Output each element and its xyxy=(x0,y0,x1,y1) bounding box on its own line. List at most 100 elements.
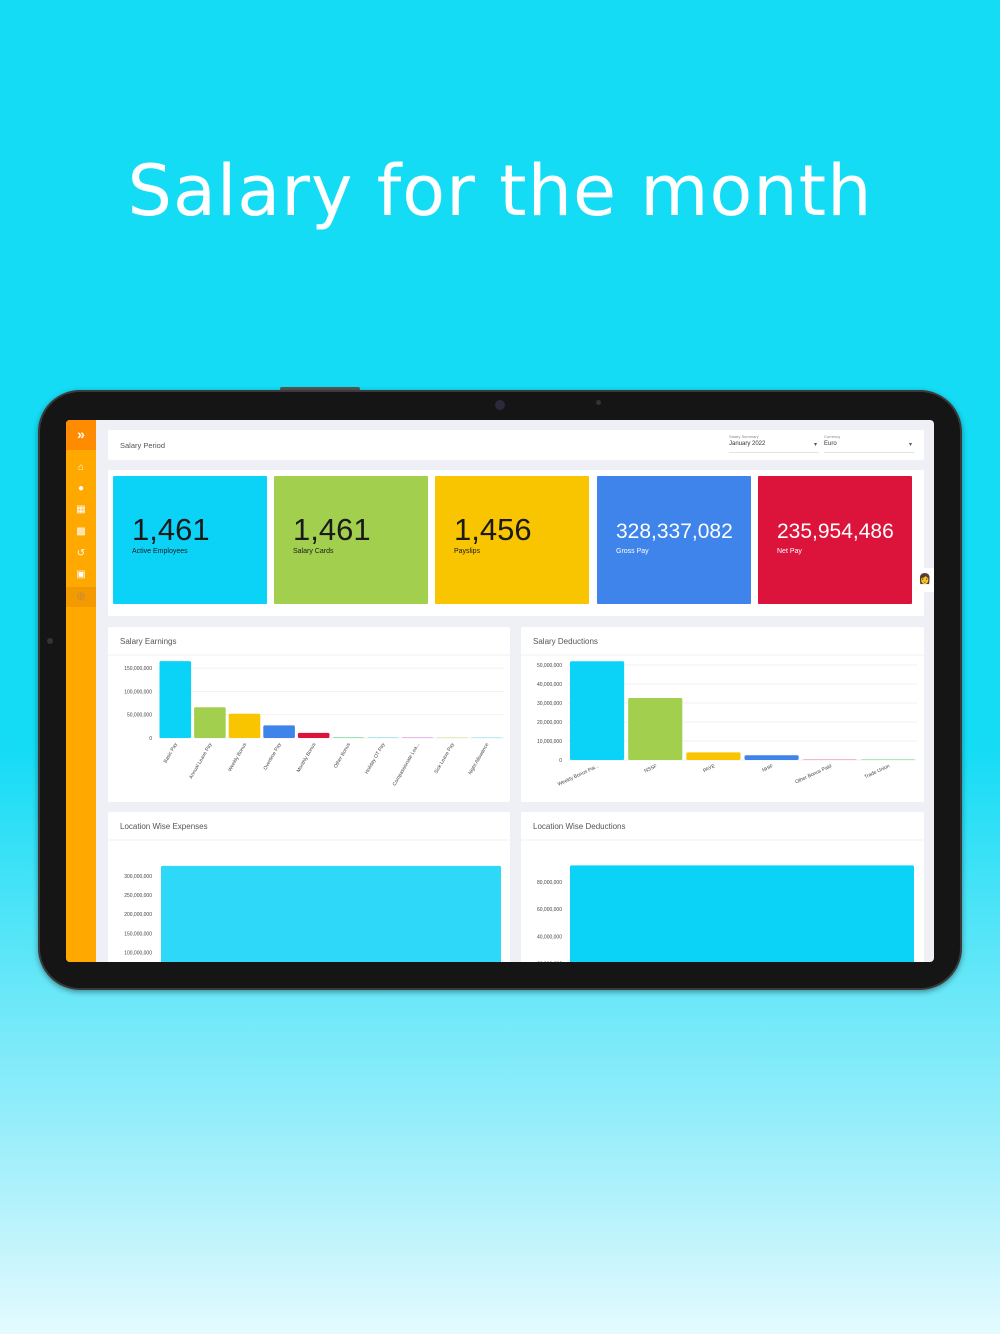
salary-summary-label: Salary Summary xyxy=(729,434,759,439)
x-tick-label: Weekly Bonus xyxy=(227,742,248,773)
kpi-salary-cards[interactable]: 1,461 Salary Cards xyxy=(274,476,428,604)
kpi-value: 1,461 xyxy=(132,512,210,547)
chevron-down-icon: ▾ xyxy=(908,442,912,448)
x-tick-label: Basic Pay xyxy=(163,742,180,765)
location-deductions-card: Location Wise Deductions 80,000,000 60,00… xyxy=(521,812,924,962)
chart-title: Location Wise Deductions xyxy=(533,822,626,831)
support-avatar-icon[interactable]: 👩 xyxy=(916,568,934,592)
bar[interactable] xyxy=(263,725,295,738)
bar[interactable] xyxy=(332,737,365,738)
bar[interactable] xyxy=(367,737,399,738)
y-tick-label: 100,000,000 xyxy=(124,689,152,695)
salary-deductions-card: Salary Deductions 50,000,000 40,000,000 30… xyxy=(521,627,924,802)
bar[interactable] xyxy=(860,759,915,760)
bar[interactable] xyxy=(401,737,434,738)
x-tick-label: Compassionate Lea... xyxy=(392,742,422,787)
kpi-label: Payslips xyxy=(454,548,481,555)
bar[interactable] xyxy=(744,755,799,760)
kpi-value: 235,954,486 xyxy=(777,520,894,543)
page-title: Salary Period xyxy=(120,441,166,450)
grid-icon[interactable]: ▩ xyxy=(76,526,86,537)
y-tick-label: 40,000,000 xyxy=(537,934,562,940)
kpi-payslips[interactable]: 1,456 Payslips xyxy=(435,476,589,604)
bar[interactable] xyxy=(194,707,226,738)
y-tick-label: 40,000,000 xyxy=(537,682,562,688)
kpi-label: Gross Pay xyxy=(616,548,649,555)
kpi-value: 1,461 xyxy=(293,512,371,547)
x-tick-label: Sick Leave Pay xyxy=(433,742,456,775)
chart-title: Location Wise Expenses xyxy=(120,822,208,831)
y-tick-label: 0 xyxy=(149,736,152,742)
kpi-gross-pay[interactable]: 328,337,082 Gross Pay xyxy=(597,476,751,604)
calendar-x-icon[interactable]: ▣ xyxy=(76,569,86,580)
salary-earnings-chart: 150,000,000 100,000,000 50,000,000 0 Basic P… xyxy=(108,654,510,787)
headline: Salary for the month xyxy=(127,150,873,232)
sidebar: » ⌂ ● ▦ ▩ ↺ ▣ ◍ xyxy=(66,420,96,962)
x-tick-label: Monthly Bonus xyxy=(296,742,318,774)
home-icon[interactable]: ⌂ xyxy=(77,462,85,473)
bar[interactable] xyxy=(628,698,683,760)
sensor xyxy=(596,400,601,405)
sidebar-toggle-icon[interactable]: » xyxy=(66,420,96,450)
y-tick-label: 50,000,000 xyxy=(537,663,562,669)
chart-title: Salary Earnings xyxy=(120,637,177,646)
y-tick-label: 10,000,000 xyxy=(537,739,562,745)
kpi-value: 328,337,082 xyxy=(616,520,733,543)
app-screen: » ⌂ ● ▦ ▩ ↺ ▣ ◍ Salary Period Salary Sum… xyxy=(66,420,934,962)
y-tick-label: 80,000,000 xyxy=(537,880,562,886)
kpi-active-employees[interactable]: 1,461 Active Employees xyxy=(113,476,267,604)
x-tick-label: Annual Leave Pay xyxy=(188,742,214,781)
salary-summary-select[interactable]: January 2022 ▾ xyxy=(729,441,819,453)
y-tick-label: 150,000,000 xyxy=(124,666,152,672)
kpi-label: Salary Cards xyxy=(293,548,334,555)
salary-earnings-card: Salary Earnings 150,000,000 100,000,000 50… xyxy=(108,627,510,802)
y-tick-label: 60,000,000 xyxy=(537,907,562,913)
location-expenses-card: Location Wise Expenses 300,000,000 250,00… xyxy=(108,812,510,962)
currency-label: Currency xyxy=(824,434,841,439)
kpi-label: Net Pay xyxy=(777,548,802,555)
salary-summary-value: January 2022 xyxy=(729,441,766,447)
y-tick-label: 250,000,000 xyxy=(124,893,152,899)
currency-value: Euro xyxy=(824,441,837,447)
salary-deductions-chart: 50,000,000 40,000,000 30,000,000 20,000,000… xyxy=(521,654,924,788)
bar[interactable] xyxy=(161,865,501,962)
x-tick-label: Overtime Pay xyxy=(262,742,283,772)
x-tick-label: NHIF xyxy=(761,763,774,773)
x-tick-label: PAYE xyxy=(702,763,717,774)
x-tick-label: Trade Union xyxy=(863,763,891,780)
y-tick-label: 0 xyxy=(559,758,562,764)
bar[interactable] xyxy=(436,737,468,738)
x-tick-label: Other Bonus xyxy=(333,742,352,770)
side-sensor xyxy=(47,638,53,644)
location-expenses-chart: 300,000,000 250,000,000 200,000,000 150,000… xyxy=(108,839,510,962)
y-tick-label: 30,000,000 xyxy=(537,701,562,707)
bar[interactable] xyxy=(570,865,914,962)
chevron-down-icon: ▾ xyxy=(813,442,817,448)
currency-select[interactable]: Euro ▾ xyxy=(824,441,914,453)
y-tick-label: 300,000,000 xyxy=(124,874,152,880)
bar[interactable] xyxy=(570,661,625,760)
calendar-icon[interactable]: ▦ xyxy=(76,504,86,515)
bar[interactable] xyxy=(228,713,261,738)
bar[interactable] xyxy=(159,661,192,738)
x-tick-label: NSSF xyxy=(643,763,658,774)
camera-icon xyxy=(495,400,505,410)
history-icon[interactable]: ↺ xyxy=(76,548,86,559)
user-icon[interactable]: ● xyxy=(77,483,85,494)
salary-period-header: Salary Period Salary Summary January 202… xyxy=(108,430,924,460)
bar[interactable] xyxy=(297,732,330,738)
x-tick-label: Night Allowance xyxy=(467,742,490,776)
bar[interactable] xyxy=(802,759,857,760)
chart-title: Salary Deductions xyxy=(533,637,598,646)
paperclip-icon[interactable]: ◍ xyxy=(66,587,96,607)
kpi-net-pay[interactable]: 235,954,486 Net Pay xyxy=(758,476,912,604)
y-tick-label: 100,000,000 xyxy=(124,951,152,957)
power-button xyxy=(280,387,360,391)
bar[interactable] xyxy=(686,752,741,760)
x-tick-label: Weekly Bonus Pai... xyxy=(557,763,600,787)
y-tick-label: 150,000,000 xyxy=(124,931,152,937)
x-tick-label: Other Bonus Paid xyxy=(794,763,833,785)
bar[interactable] xyxy=(470,737,503,738)
y-tick-label: 200,000,000 xyxy=(124,912,152,918)
